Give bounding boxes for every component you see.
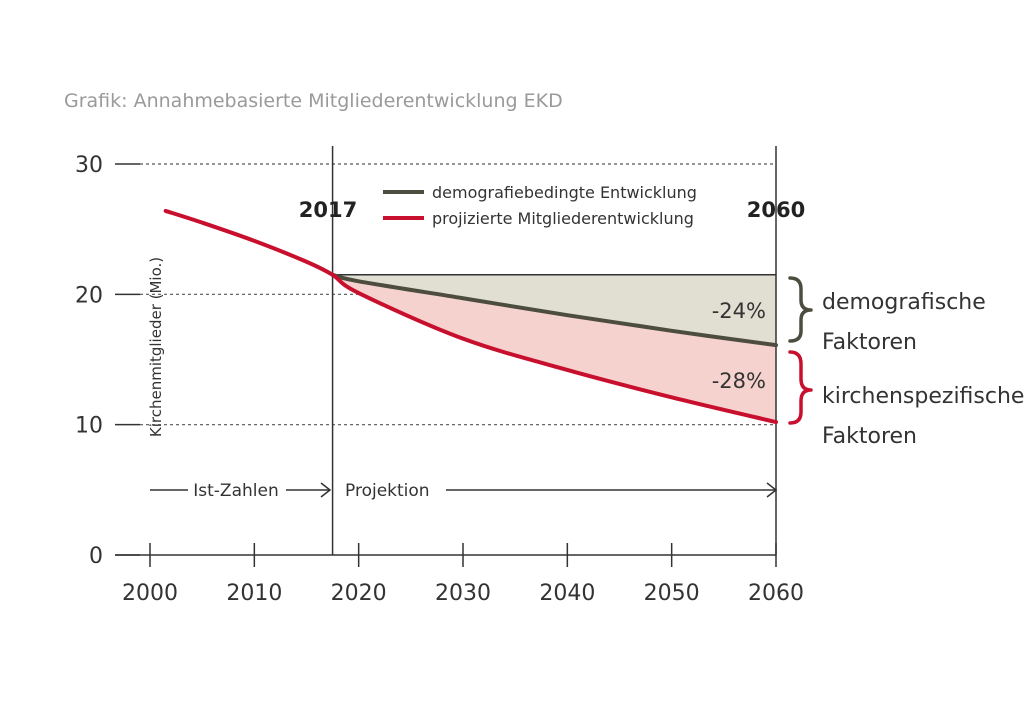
x-tick-label: 2060 <box>748 581 804 606</box>
y-axis-label: Kirchenmitglieder (Mio.) <box>147 257 165 437</box>
factor-label-demografische-line2: Faktoren <box>822 330 917 355</box>
x-tick-label: 2000 <box>122 581 178 606</box>
marker-label-2060: 2060 <box>747 198 805 222</box>
phase-label-projektion: Projektion <box>345 481 430 501</box>
annotation-pct-kirchenspezifisch: -28% <box>712 369 766 393</box>
phase-projektion: Projektion <box>345 481 778 501</box>
arrowhead-icon <box>766 482 778 498</box>
marker-label-2017: 2017 <box>299 198 357 222</box>
legend-label-demografiebedingte: demografiebedingte Entwicklung <box>432 183 697 202</box>
y-tick-label: 10 <box>75 414 103 439</box>
brace-kirchenspezifische-faktoren <box>788 350 813 425</box>
chart-caption: Grafik: Annahmebasierte Mitgliederentwic… <box>64 90 563 112</box>
x-tick-label: 2030 <box>435 581 491 606</box>
arrowhead-icon <box>320 482 332 498</box>
legend: demografiebedingte Entwicklung projizier… <box>383 183 697 228</box>
factor-label-demografische-line1: demografische <box>822 290 986 315</box>
factor-label-kirchenspezifische-line2: Faktoren <box>822 424 917 449</box>
x-tick-label: 2010 <box>226 581 282 606</box>
annotation-pct-demografisch: -24% <box>712 299 766 323</box>
phase-label-ist-zahlen: Ist-Zahlen <box>193 481 278 501</box>
y-tick-label: 30 <box>75 153 103 178</box>
series-line-demografiebedingte-entwicklung <box>330 272 778 348</box>
legend-label-projizierte: projizierte Mitgliederentwicklung <box>432 209 694 228</box>
brace-demografische-faktoren <box>788 276 813 343</box>
series-line-projizierte-mitgliederentwicklung <box>163 208 778 425</box>
factor-label-kirchenspezifische-line1: kirchenspezifische <box>822 384 1024 409</box>
x-tick-label: 2050 <box>644 581 700 606</box>
area-kirchenspezifische-faktoren <box>332 274 776 423</box>
x-tick-label: 2020 <box>331 581 387 606</box>
y-tick-label: 20 <box>75 283 103 308</box>
x-tick-label: 2040 <box>539 581 595 606</box>
area-demografische-faktoren <box>332 274 776 346</box>
y-tick-label: 0 <box>89 544 103 569</box>
phase-ist-zahlen: Ist-Zahlen <box>150 481 332 501</box>
